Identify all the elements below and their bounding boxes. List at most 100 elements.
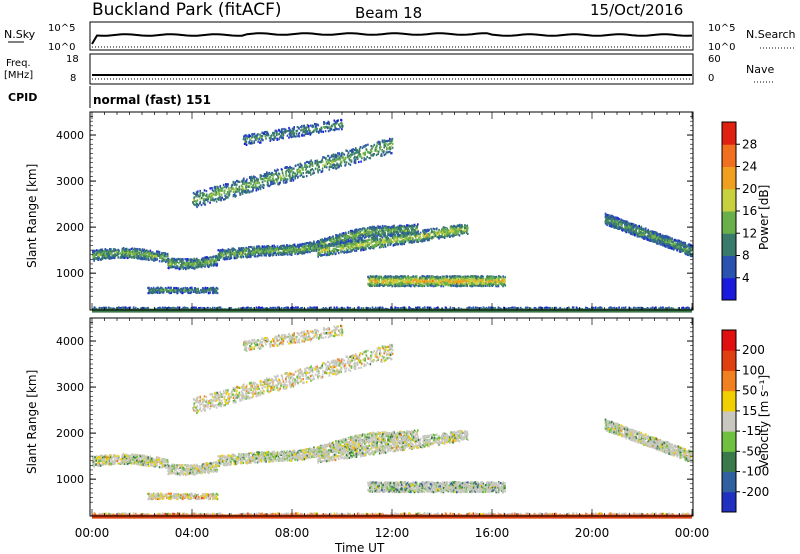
power-cell xyxy=(146,255,149,258)
power-cell xyxy=(254,183,257,186)
power-cell xyxy=(375,229,378,232)
power-cell xyxy=(277,182,279,186)
power-cell xyxy=(333,247,336,250)
power-cell xyxy=(303,247,306,250)
power-cell xyxy=(182,265,184,268)
power-cell xyxy=(323,253,326,256)
power-cell xyxy=(281,128,283,131)
power-cell xyxy=(228,187,230,190)
power-cell xyxy=(271,182,273,185)
power-cell xyxy=(295,174,297,177)
power-cell xyxy=(384,232,386,235)
power-cell xyxy=(195,202,198,206)
power-cell xyxy=(183,262,185,265)
power-cell xyxy=(265,250,268,253)
power-cell xyxy=(332,128,335,131)
freq-tick-bottom: 8 xyxy=(70,73,76,84)
power-cell xyxy=(382,240,385,243)
power-cell xyxy=(200,204,203,207)
power-cell xyxy=(185,268,187,271)
power-cell xyxy=(243,137,245,140)
power-cell xyxy=(279,135,282,139)
power-cell xyxy=(252,184,254,187)
power-cell xyxy=(423,235,425,238)
power-cell xyxy=(256,182,259,185)
power-cell xyxy=(305,242,308,245)
power-cell xyxy=(240,255,242,258)
power-cell xyxy=(279,175,282,178)
power-cell xyxy=(195,263,198,267)
power-cell xyxy=(385,142,387,145)
power-cell xyxy=(255,255,257,258)
power-cell xyxy=(321,167,324,170)
power-cell xyxy=(134,250,136,253)
power-cell xyxy=(367,151,369,154)
power-cell xyxy=(324,249,326,252)
power-cell xyxy=(443,228,446,231)
power-cell xyxy=(335,154,337,157)
power-cell xyxy=(227,191,230,194)
power-cell xyxy=(361,237,363,240)
power-cell xyxy=(397,231,400,234)
power-cell xyxy=(226,196,228,199)
power-cell xyxy=(142,253,144,256)
power-cell xyxy=(396,226,398,229)
power-cell xyxy=(389,243,391,246)
power-cell xyxy=(351,151,353,154)
power-cell xyxy=(285,252,288,255)
power-cell xyxy=(313,248,315,252)
power-cell xyxy=(314,162,317,165)
power-cell xyxy=(217,249,219,252)
power-cell xyxy=(92,256,94,259)
power-cell xyxy=(458,224,460,227)
power-cell xyxy=(359,243,361,246)
power-cell xyxy=(216,188,219,191)
power-cell xyxy=(335,127,337,131)
power-cell xyxy=(196,261,198,264)
power-cell xyxy=(299,165,301,168)
power-cell xyxy=(209,264,211,267)
power-cell xyxy=(337,163,339,166)
power-cell xyxy=(299,248,302,251)
power-cell xyxy=(121,253,124,256)
power-cell xyxy=(255,189,258,192)
power-cell xyxy=(245,134,247,137)
power-cell xyxy=(315,124,318,127)
power-cell xyxy=(454,228,457,232)
power-cell xyxy=(351,233,354,236)
power-cell xyxy=(435,228,438,231)
power-cell xyxy=(239,188,241,191)
power-cell xyxy=(225,183,227,186)
power-cell xyxy=(95,252,98,255)
power-cell xyxy=(380,235,383,238)
power-cell xyxy=(250,245,252,249)
power-cell xyxy=(342,156,345,159)
power-cell xyxy=(370,226,372,229)
power-cell xyxy=(137,251,139,254)
power-cell xyxy=(366,227,369,230)
power-cell xyxy=(379,225,382,229)
power-cell xyxy=(325,157,327,160)
power-cell xyxy=(232,190,235,194)
power-cell xyxy=(388,232,390,235)
power-cell xyxy=(105,255,108,258)
power-cell xyxy=(135,256,138,259)
power-cell xyxy=(209,187,211,190)
power-cell xyxy=(349,163,352,166)
power-cell xyxy=(366,244,369,247)
freq-tick-top: 18 xyxy=(66,54,79,65)
power-cell xyxy=(132,255,134,258)
power-cell xyxy=(292,245,294,248)
power-cell xyxy=(386,151,389,154)
power-cell xyxy=(467,226,469,230)
power-cell xyxy=(143,249,146,252)
power-cell xyxy=(342,239,345,242)
power-cell xyxy=(384,245,387,248)
power-cell xyxy=(257,250,260,253)
nsearch-label: N.Search xyxy=(746,28,796,41)
power-cell xyxy=(257,185,260,188)
power-cell xyxy=(290,134,292,137)
power-cell xyxy=(394,231,396,234)
power-cell xyxy=(407,229,410,232)
power-cell xyxy=(273,252,275,255)
